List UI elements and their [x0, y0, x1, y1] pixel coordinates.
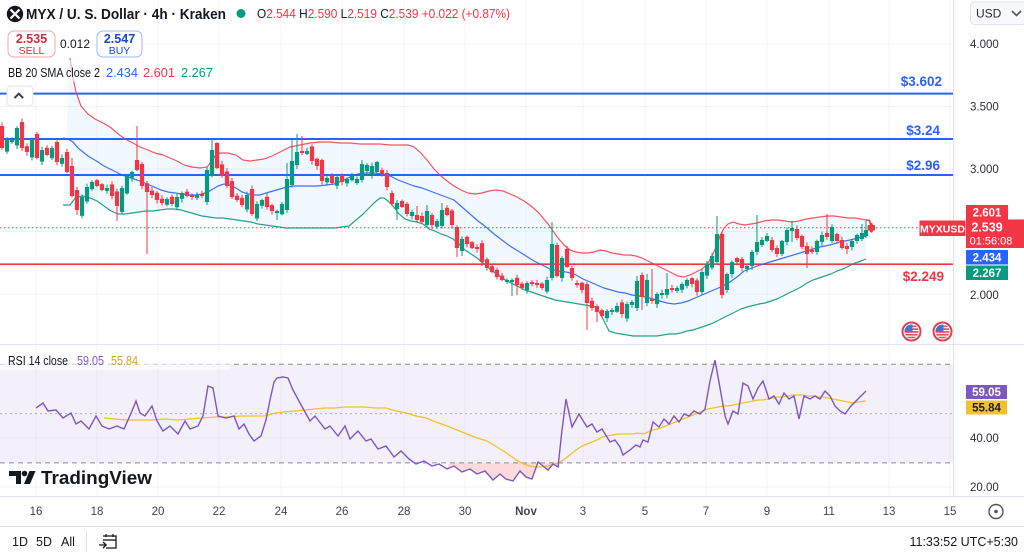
svg-text:15: 15	[944, 506, 957, 518]
svg-text:59.05: 59.05	[972, 387, 1001, 399]
svg-text:2.434: 2.434	[973, 252, 1002, 264]
svg-text:30: 30	[459, 506, 472, 518]
svg-text:18: 18	[91, 506, 104, 518]
svg-text:22: 22	[213, 506, 226, 518]
svg-text:SELL: SELL	[19, 45, 45, 57]
svg-text:USD: USD	[976, 7, 1002, 21]
svg-text:16: 16	[30, 506, 43, 518]
svg-text:2.000: 2.000	[970, 290, 999, 302]
svg-text:2.267: 2.267	[973, 268, 1002, 280]
svg-text:28: 28	[398, 506, 411, 518]
svg-text:55.84: 55.84	[972, 403, 1001, 415]
svg-text:RSI 14 close: RSI 14 close	[8, 354, 68, 368]
svg-text:26: 26	[336, 506, 349, 518]
svg-text:13: 13	[883, 506, 896, 518]
svg-text:1D: 1D	[12, 535, 28, 549]
svg-text:BUY: BUY	[109, 45, 131, 57]
svg-text:0.012: 0.012	[60, 37, 90, 51]
svg-text:4.000: 4.000	[970, 39, 999, 51]
svg-text:7: 7	[703, 506, 709, 518]
svg-text:59.05: 59.05	[77, 354, 104, 368]
svg-text:TradingView: TradingView	[41, 468, 153, 488]
svg-text:MYXUSD: MYXUSD	[920, 223, 965, 235]
svg-text:9: 9	[764, 506, 770, 518]
svg-text:11: 11	[823, 506, 835, 518]
svg-text:20.00: 20.00	[970, 482, 999, 494]
svg-text:3.500: 3.500	[970, 102, 999, 114]
svg-text:3.000: 3.000	[970, 164, 999, 176]
svg-text:Nov: Nov	[515, 506, 537, 518]
svg-text:24: 24	[275, 506, 288, 518]
svg-text:2.434: 2.434	[106, 66, 138, 80]
svg-text:2.601: 2.601	[973, 207, 1002, 219]
svg-text:40.00: 40.00	[970, 433, 999, 445]
svg-text:01:56:08: 01:56:08	[970, 236, 1013, 248]
svg-text:55.84: 55.84	[111, 354, 138, 368]
svg-text:2.601: 2.601	[143, 66, 175, 80]
svg-text:2.535: 2.535	[16, 32, 47, 46]
svg-text:MYX / U. S. Dollar · 4h · Krak: MYX / U. S. Dollar · 4h · Kraken	[26, 6, 226, 23]
svg-text:5: 5	[642, 506, 648, 518]
svg-text:2.267: 2.267	[181, 66, 213, 80]
svg-text:2.547: 2.547	[104, 32, 135, 46]
svg-text:5D: 5D	[36, 535, 52, 549]
svg-text:O2.544 H2.590 L2.519 C2.539 +0: O2.544 H2.590 L2.519 C2.539 +0.022 (+0.8…	[257, 6, 510, 21]
svg-text:3: 3	[580, 506, 586, 518]
svg-text:$2.96: $2.96	[906, 158, 940, 173]
svg-text:BB 20 SMA close 2: BB 20 SMA close 2	[8, 66, 100, 80]
svg-text:$2.249: $2.249	[903, 269, 944, 284]
svg-text:20: 20	[152, 506, 165, 518]
svg-text:All: All	[61, 535, 75, 549]
svg-text:2.539: 2.539	[971, 221, 1002, 235]
svg-text:$3.24: $3.24	[906, 123, 940, 138]
svg-text:$3.602: $3.602	[901, 74, 942, 89]
svg-text:11:33:52 UTC+5:30: 11:33:52 UTC+5:30	[909, 535, 1018, 549]
